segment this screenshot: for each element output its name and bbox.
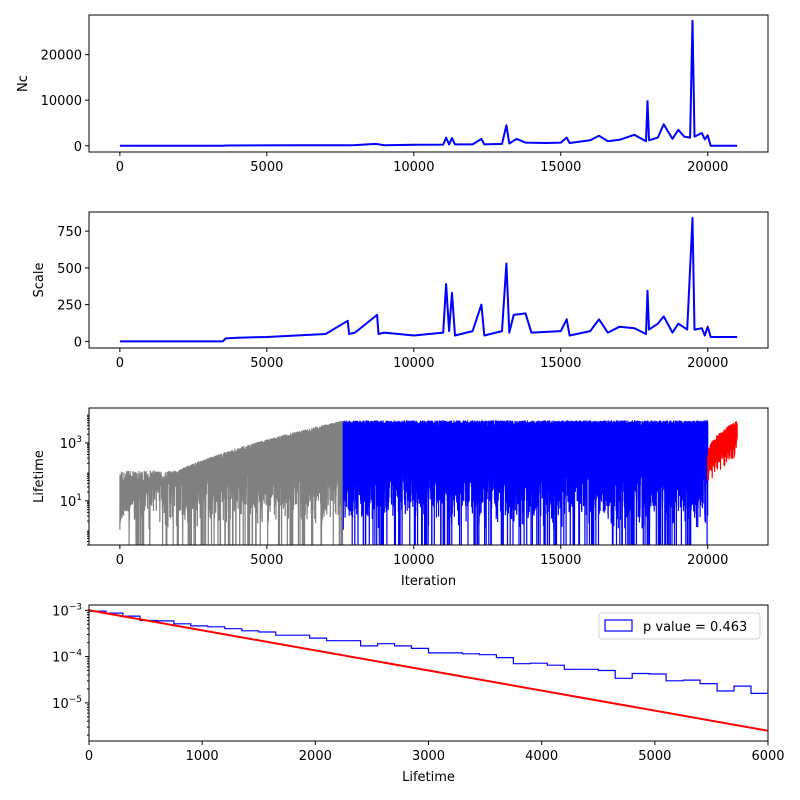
x-tick-label: 0 [116,356,124,371]
plot-area [119,216,738,343]
y-tick-label: 10−4 [52,649,82,666]
x-tick-label: 2000 [299,749,332,764]
x-tick-label: 15000 [540,160,581,175]
y-axis-title: Nc [16,75,31,92]
panel-3: 0 5000 10000 15000 20000 101 103 Lifetime Iterat… [32,407,769,589]
y-tick-label: 101 [60,493,82,510]
plot-area [119,19,738,147]
y-tick-label: 10−3 [52,602,82,619]
fit-line [89,609,768,732]
y-tick-label: 103 [60,435,82,452]
legend-swatch [604,619,633,632]
x-tick-label: 0 [116,553,124,568]
panel-1: 0 5000 10000 15000 20000 0 10000 20000 Nc [16,14,769,175]
series-line [119,216,738,343]
axes-frame [88,14,769,153]
y-axis-title: Scale [32,263,47,298]
series-trace-2 [342,420,709,545]
y-tick-label: 500 [57,262,82,277]
x-tick-label: 10000 [393,160,434,175]
x-tick-label: 6000 [751,749,784,764]
x-tick-label: 3000 [412,749,445,764]
series-line [119,19,738,147]
x-tick-label: 5000 [250,553,283,568]
y-tick-label: 0 [74,140,82,155]
y-tick-label: 10000 [41,94,82,109]
x-tick-label: 10000 [393,356,434,371]
x-axis-title: Iteration [401,574,456,589]
axes-frame [88,211,769,349]
series-trace-3 [707,421,738,481]
panel-2: 0 5000 10000 15000 20000 0 250 500 750 Scale [32,211,769,371]
x-tick-label: 5000 [638,749,671,764]
x-axis-title: Lifetime [402,770,455,785]
x-tick-label: 20000 [687,553,728,568]
x-tick-label: 0 [85,749,93,764]
x-tick-label: 4000 [525,749,558,764]
legend-box [598,612,761,640]
y-tick-label: 250 [57,299,82,314]
x-tick-label: 20000 [687,160,728,175]
x-tick-label: 15000 [540,356,581,371]
y-tick-label: 0 [74,335,82,350]
panel-4: p value = 0.463 0 1000 2000 3000 4000 5000 6000… [52,602,784,785]
x-tick-label: 15000 [540,553,581,568]
plot-area [119,420,738,545]
x-tick-label: 20000 [687,356,728,371]
x-tick-label: 10000 [393,553,434,568]
y-tick-label: 10−5 [52,695,82,712]
y-tick-label: 750 [57,225,82,240]
x-tick-label: 1000 [186,749,219,764]
y-tick-label: 20000 [41,49,82,64]
legend: p value = 0.463 [598,612,761,640]
legend-label: p value = 0.463 [643,620,747,635]
x-tick-label: 5000 [250,160,283,175]
y-axis-title: Lifetime [32,450,47,503]
x-tick-label: 0 [116,160,124,175]
plot-area [89,609,768,732]
series-trace-1 [119,420,344,545]
x-tick-label: 5000 [250,356,283,371]
histogram-steps [89,610,768,694]
